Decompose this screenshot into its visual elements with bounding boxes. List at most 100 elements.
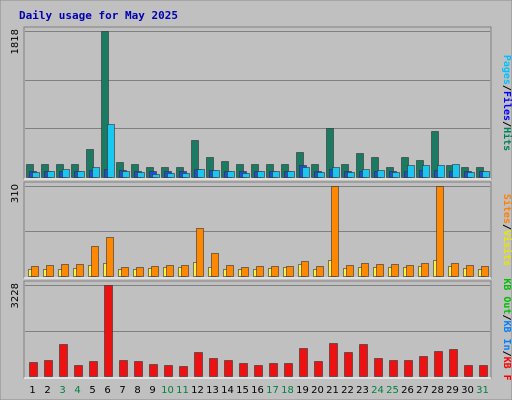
bar xyxy=(91,246,99,277)
bar xyxy=(391,264,399,277)
bar xyxy=(121,267,129,277)
legend-entry: / xyxy=(501,314,512,320)
bar xyxy=(227,171,235,178)
series-sites xyxy=(31,186,489,277)
x-tick-label: 14 xyxy=(221,385,234,396)
bar xyxy=(92,167,100,178)
x-tick-label: 26 xyxy=(401,385,414,396)
bar xyxy=(392,172,400,178)
series-kb-f xyxy=(29,285,488,377)
bar xyxy=(467,172,475,178)
series-pages xyxy=(32,124,490,178)
x-tick-label: 11 xyxy=(176,385,189,396)
bar xyxy=(346,265,354,277)
bar xyxy=(257,171,265,178)
bar xyxy=(329,343,338,377)
y-max-label: 1818 xyxy=(10,29,21,54)
x-tick-label: 10 xyxy=(161,385,174,396)
bar xyxy=(481,266,489,277)
x-axis-ticks: 1 2 3 4 5 6 7 8 9 10 11 12 13 14 15 16 17 18 19 20 21 22 23 24 2… xyxy=(29,385,489,396)
bar xyxy=(316,266,324,277)
legend: Sites/Visits xyxy=(501,194,512,266)
bar xyxy=(389,360,398,377)
y-max-label: 310 xyxy=(10,184,21,203)
bar xyxy=(239,363,248,377)
legend-entry: Sites xyxy=(501,194,512,224)
bar xyxy=(301,261,309,277)
bar xyxy=(256,266,264,277)
x-tick-label: 24 xyxy=(371,385,384,396)
legend-entry: Files xyxy=(501,91,512,121)
bar xyxy=(374,358,383,377)
panel-visits-sites: 310 Sites/Visits xyxy=(10,181,512,279)
bar xyxy=(377,170,385,178)
bar xyxy=(286,266,294,277)
bar xyxy=(104,285,113,377)
bar xyxy=(451,263,459,277)
bar xyxy=(137,172,145,178)
bar xyxy=(44,360,53,377)
legend-entry: / xyxy=(501,85,512,91)
bar xyxy=(31,266,39,277)
bar xyxy=(122,171,130,178)
bar xyxy=(77,171,85,178)
bar xyxy=(74,365,83,377)
x-tick-label: 29 xyxy=(446,385,459,396)
bar xyxy=(482,171,490,178)
bar xyxy=(421,263,429,277)
bar xyxy=(269,363,278,377)
bar xyxy=(332,167,340,178)
x-tick-label: 27 xyxy=(416,385,429,396)
bar xyxy=(242,173,250,178)
bar xyxy=(434,351,443,377)
x-tick-label: 31 xyxy=(476,385,489,396)
bar xyxy=(166,265,174,277)
bar xyxy=(376,264,384,277)
bar xyxy=(29,362,38,377)
bar xyxy=(197,169,205,178)
legend-entry: Visits xyxy=(501,230,512,266)
x-tick-label: 17 xyxy=(266,385,279,396)
x-tick-label: 30 xyxy=(461,385,474,396)
bar xyxy=(211,253,219,277)
bar xyxy=(151,266,159,277)
bar xyxy=(152,174,160,178)
legend-entry: KB Out xyxy=(501,278,512,314)
bar xyxy=(149,364,158,377)
bar xyxy=(61,264,69,277)
bar xyxy=(47,171,55,178)
chart-title: Daily usage for May 2025 xyxy=(19,9,178,22)
x-tick-label: 2 xyxy=(44,385,50,396)
x-tick-label: 15 xyxy=(236,385,249,396)
x-tick-label: 9 xyxy=(149,385,155,396)
bar xyxy=(317,172,325,178)
bar xyxy=(209,358,218,377)
x-tick-label: 3 xyxy=(59,385,65,396)
x-tick-label: 13 xyxy=(206,385,219,396)
bar xyxy=(196,228,204,277)
panel-frame xyxy=(23,181,492,279)
y-max-label: 3228 xyxy=(10,283,21,308)
x-tick-label: 1 xyxy=(29,385,35,396)
bar xyxy=(331,186,339,277)
x-tick-label: 6 xyxy=(104,385,110,396)
bar xyxy=(32,172,40,178)
legend-entry: Pages xyxy=(501,55,512,85)
bar xyxy=(284,363,293,377)
bar xyxy=(419,356,428,377)
bar xyxy=(452,164,460,178)
x-tick-label: 21 xyxy=(326,385,339,396)
bar xyxy=(182,173,190,178)
bar xyxy=(287,171,295,178)
x-tick-label: 23 xyxy=(356,385,369,396)
bar xyxy=(164,365,173,377)
bar xyxy=(226,265,234,277)
bar xyxy=(106,237,114,277)
x-tick-label: 20 xyxy=(311,385,324,396)
bar xyxy=(466,265,474,277)
bar xyxy=(344,352,353,377)
bar xyxy=(407,165,415,178)
